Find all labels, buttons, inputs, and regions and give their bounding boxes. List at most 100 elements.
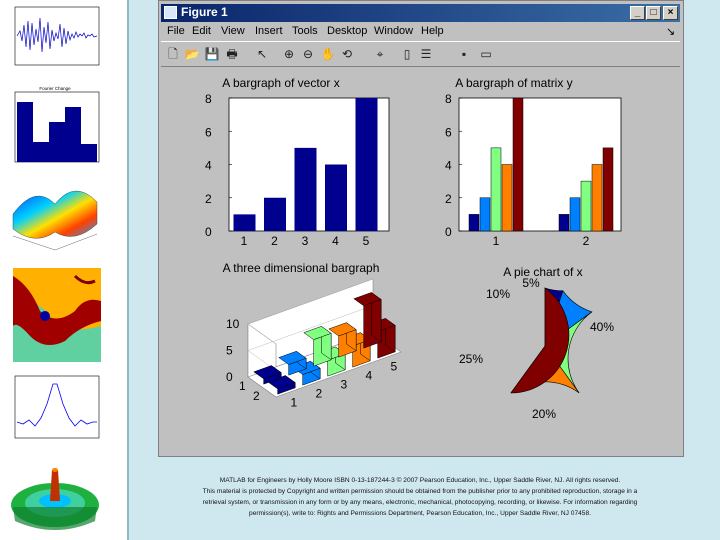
y-tick-label: 6 [445,125,452,139]
y-tick-label: 6 [205,125,212,139]
caption-line: This material is protected by Copyright … [202,488,638,495]
bar [233,214,256,231]
histogram-thumbnail: Fourier Change [14,86,100,163]
pie-label: 20% [532,407,556,421]
toolbar: 🗋 📂 💾 🖶 ↖ ⊕ ⊖ ✋ ⟲ ⌖ ▯ ☰ ▪ ▭ [161,41,680,67]
menu-file[interactable]: File [167,25,185,37]
maximize-button[interactable]: □ [646,6,661,20]
chart-title: A bargraph of matrix y [455,76,572,90]
y-tick-label: 4 [445,159,452,173]
zoom-in-icon[interactable]: ⊕ [283,47,295,61]
pie-label: 25% [459,352,483,366]
bar [264,197,286,231]
x-tick-label: 4 [332,234,339,248]
x-tick-label: 3 [302,234,309,248]
menu-bar: File Edit View Insert Tools Desktop Wind… [161,23,680,40]
z-tick-label: 0 [226,370,233,384]
open-folder-icon[interactable]: 📂 [184,47,200,61]
y-tick-label: 1 [239,379,246,393]
rotate-3d-icon[interactable]: ⟲ [341,47,353,61]
sinc-plot-thumbnail [14,375,100,439]
y-tick-label: 2 [205,192,212,206]
menu-insert[interactable]: Insert [255,25,283,37]
x-tick-label: 1 [493,234,500,248]
pointer-icon[interactable]: ↖ [256,47,268,61]
minimize-button[interactable]: _ [630,6,645,20]
x-tick-label: 3 [341,378,348,392]
bar [490,147,502,232]
y-tick-label: 8 [205,92,212,106]
x-tick-label: 2 [271,234,278,248]
menu-window[interactable]: Window [374,25,414,37]
window-title: Figure 1 [181,5,228,19]
bar [479,197,491,232]
y-tick-label: 8 [445,92,452,106]
menu-help[interactable]: Help [421,25,444,37]
column-divider [127,0,129,540]
data-cursor-icon[interactable]: ⌖ [376,47,384,61]
bar-top [328,322,357,337]
y-tick-label: 0 [205,225,212,239]
caption-line: retrieval system, or transmission in any… [202,499,638,506]
print-icon[interactable]: 🖶 [226,47,238,61]
insert-legend-icon[interactable]: ☰ [420,47,432,61]
menu-edit[interactable]: Edit [192,25,211,37]
histogram-thumbnail-title: Fourier Change [39,86,71,91]
show-plot-tools-icon[interactable]: ▭ [480,47,492,61]
chart-title: A bargraph of vector x [222,76,339,90]
menu-desktop[interactable]: Desktop [327,25,368,37]
z-tick-label: 5 [226,344,233,358]
bar [580,180,592,232]
x-tick-label: 4 [366,369,373,383]
thumbnail-column: Fourier Change [0,0,127,540]
figure-canvas[interactable]: A bargraph of vector x 0 2 4 6 8 1 2 3 4 5 A barg… [161,67,680,454]
y-tick-label: 0 [445,225,452,239]
figure-icon [164,6,177,19]
bar [569,197,581,232]
pie-chart: A pie chart of x 5% 10% 25% 20% 40% [459,265,614,421]
menu-dock-arrow-icon[interactable]: ↘ [666,26,676,38]
new-file-icon[interactable]: 🗋 [168,47,178,61]
insert-colorbar-icon[interactable]: ▯ [403,47,411,61]
bar [558,214,570,232]
grid-line [247,278,374,345]
bar [468,214,480,232]
copyright-caption: MATLAB for Engineers by Holly Moore ISBN… [160,475,680,519]
caption-line: MATLAB for Engineers by Holly Moore ISBN… [219,477,621,484]
save-icon[interactable]: 💾 [204,47,220,61]
x-tick-label: 1 [241,234,248,248]
grid-line [247,305,374,371]
zoom-out-icon[interactable]: ⊖ [302,47,314,61]
pan-hand-icon[interactable]: ✋ [320,47,336,61]
chart-title: A pie chart of x [503,265,582,279]
bar [602,147,614,232]
bar [591,164,603,232]
bar [294,147,317,231]
x-tick-label: 2 [316,387,323,401]
figure-window[interactable]: Figure 1 _ □ × File Edit View Insert Too… [158,0,684,457]
menu-view[interactable]: View [221,25,245,37]
x-tick-label: 1 [291,396,298,410]
x-tick-label: 5 [391,360,398,374]
bar [512,97,524,232]
menu-tools[interactable]: Tools [292,25,318,37]
audio-waveform-thumbnail [14,6,100,66]
surface-plot-thumbnail [12,190,98,251]
bar-chart-matrix-y: A bargraph of matrix y 0 2 4 6 8 1 2 [445,76,622,248]
y-tick-label: 2 [445,192,452,206]
bar [325,164,347,231]
close-button[interactable]: × [663,6,678,20]
z-tick-label: 10 [226,317,240,331]
y-tick-label: 4 [205,159,212,173]
caption-line: permission(s), write to: Rights and Perm… [249,510,591,517]
chart-title: A three dimensional bargraph [223,261,380,275]
hide-plot-tools-icon[interactable]: ▪ [461,47,467,61]
title-bar[interactable]: Figure 1 _ □ × [161,4,680,22]
bar-top [253,365,282,380]
bar-top [303,326,332,340]
3d-ripple-surface-thumbnail [11,468,99,530]
pie-slice [510,287,570,394]
bar-top [278,350,307,365]
pie-label: 40% [590,320,614,334]
